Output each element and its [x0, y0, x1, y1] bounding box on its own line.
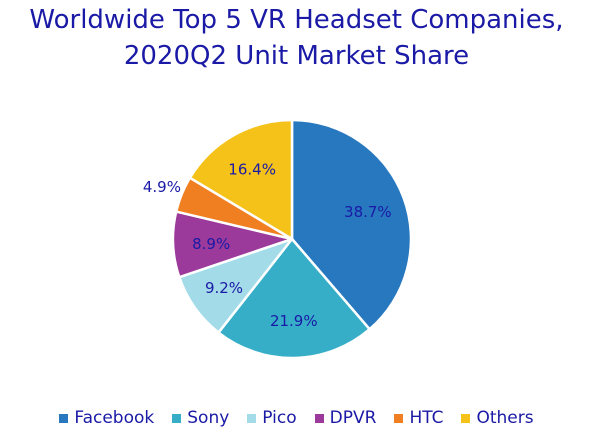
chart-title: Worldwide Top 5 VR Headset Companies, — [29, 5, 564, 35]
data-label-htc: 4.9% — [143, 178, 181, 196]
legend-item-pico: Pico — [247, 408, 297, 428]
pie-slice-sony — [217, 237, 371, 360]
data-label-others: 16.4% — [228, 161, 276, 179]
legend-label: Facebook — [74, 408, 155, 428]
legend-item-sony: Sony — [172, 408, 229, 428]
data-label-sony: 21.9% — [270, 312, 318, 330]
legend-swatch — [247, 413, 257, 423]
legend-item-facebook: Facebook — [59, 408, 154, 428]
data-label-pico: 9.2% — [205, 279, 243, 297]
chart-title-block: Worldwide Top 5 VR Headset Companies, 20… — [0, 2, 593, 74]
legend-swatch — [394, 413, 404, 423]
legend-item-htc: HTC — [394, 408, 443, 428]
legend-item-others: Others — [461, 408, 534, 428]
legend-label: HTC — [409, 408, 444, 428]
pie-slice-others — [188, 118, 294, 241]
data-label-facebook: 38.7% — [344, 203, 392, 221]
data-label-dpvr: 8.9% — [192, 235, 230, 253]
legend-label: Others — [476, 408, 534, 428]
legend-swatch — [172, 413, 182, 423]
legend-label: Pico — [262, 408, 297, 428]
chart-subtitle: 2020Q2 Unit Market Share — [123, 41, 470, 71]
legend-item-dpvr: DPVR — [314, 408, 377, 428]
legend-swatch — [59, 413, 69, 423]
pie-slice-facebook — [290, 118, 413, 331]
chart-legend: Facebook Sony Pico DPVR HTC Others — [0, 408, 593, 428]
legend-swatch — [461, 413, 471, 423]
legend-label: Sony — [187, 408, 230, 428]
legend-label: DPVR — [329, 408, 377, 428]
legend-swatch — [314, 413, 324, 423]
